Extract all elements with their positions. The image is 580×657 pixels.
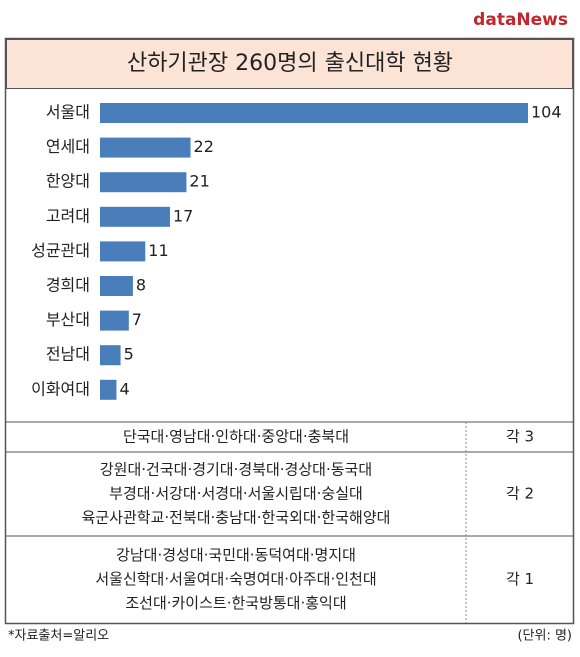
school-list: 강남대·경성대·국민대·동덕여대·명지대 <box>116 546 356 564</box>
school-list: 육군사관학교·전북대·충남대·한국외대·한국해양대 <box>82 509 391 527</box>
value-label: 7 <box>132 310 142 329</box>
school-list: 조선대·카이스트·한국방통대·홍익대 <box>125 594 346 612</box>
bar <box>100 276 133 296</box>
title-band <box>6 39 573 89</box>
bar <box>100 137 191 158</box>
value-label: 8 <box>136 276 146 295</box>
source-note: *자료출처=알리오 <box>8 629 109 644</box>
category-label: 한양대 <box>46 172 90 191</box>
bar <box>100 103 528 123</box>
value-label: 5 <box>124 345 134 364</box>
category-label: 이화여대 <box>31 379 90 398</box>
value-label: 22 <box>194 137 214 156</box>
bar <box>100 206 170 227</box>
bar <box>100 241 146 262</box>
count-label: 각 3 <box>506 428 534 446</box>
school-list: 부경대·서강대·서경대·서울시립대·숭실대 <box>109 485 363 503</box>
bar <box>100 172 187 193</box>
bar <box>100 379 117 400</box>
logo: dataNews <box>473 10 568 30</box>
category-label: 부산대 <box>46 310 90 329</box>
value-label: 4 <box>119 379 129 398</box>
school-list: 강원대·건국대·경기대·경북대·경상대·동국대 <box>100 461 372 479</box>
category-label: 경희대 <box>46 276 90 295</box>
category-label: 성균관대 <box>31 241 90 260</box>
category-label: 서울대 <box>46 103 90 122</box>
school-list: 단국대·영남대·인하대·중앙대·충북대 <box>123 428 349 446</box>
value-label: 11 <box>148 241 168 260</box>
school-list: 서울신학대·서울여대·숙명여대·아주대·인천대 <box>95 570 376 588</box>
count-label: 각 2 <box>506 485 534 503</box>
chart-title: 산하기관장 260명의 출신대학 현황 <box>127 51 453 76</box>
count-label: 각 1 <box>506 570 534 588</box>
bar <box>100 345 121 366</box>
bar <box>100 310 129 331</box>
value-label: 21 <box>189 172 209 191</box>
frame <box>4 37 575 625</box>
value-label: 17 <box>173 206 193 225</box>
category-label: 연세대 <box>46 137 90 156</box>
unit-note: (단위: 명) <box>517 629 572 644</box>
category-label: 고려대 <box>46 206 90 225</box>
category-label: 전남대 <box>46 345 90 364</box>
value-label: 104 <box>531 103 562 122</box>
